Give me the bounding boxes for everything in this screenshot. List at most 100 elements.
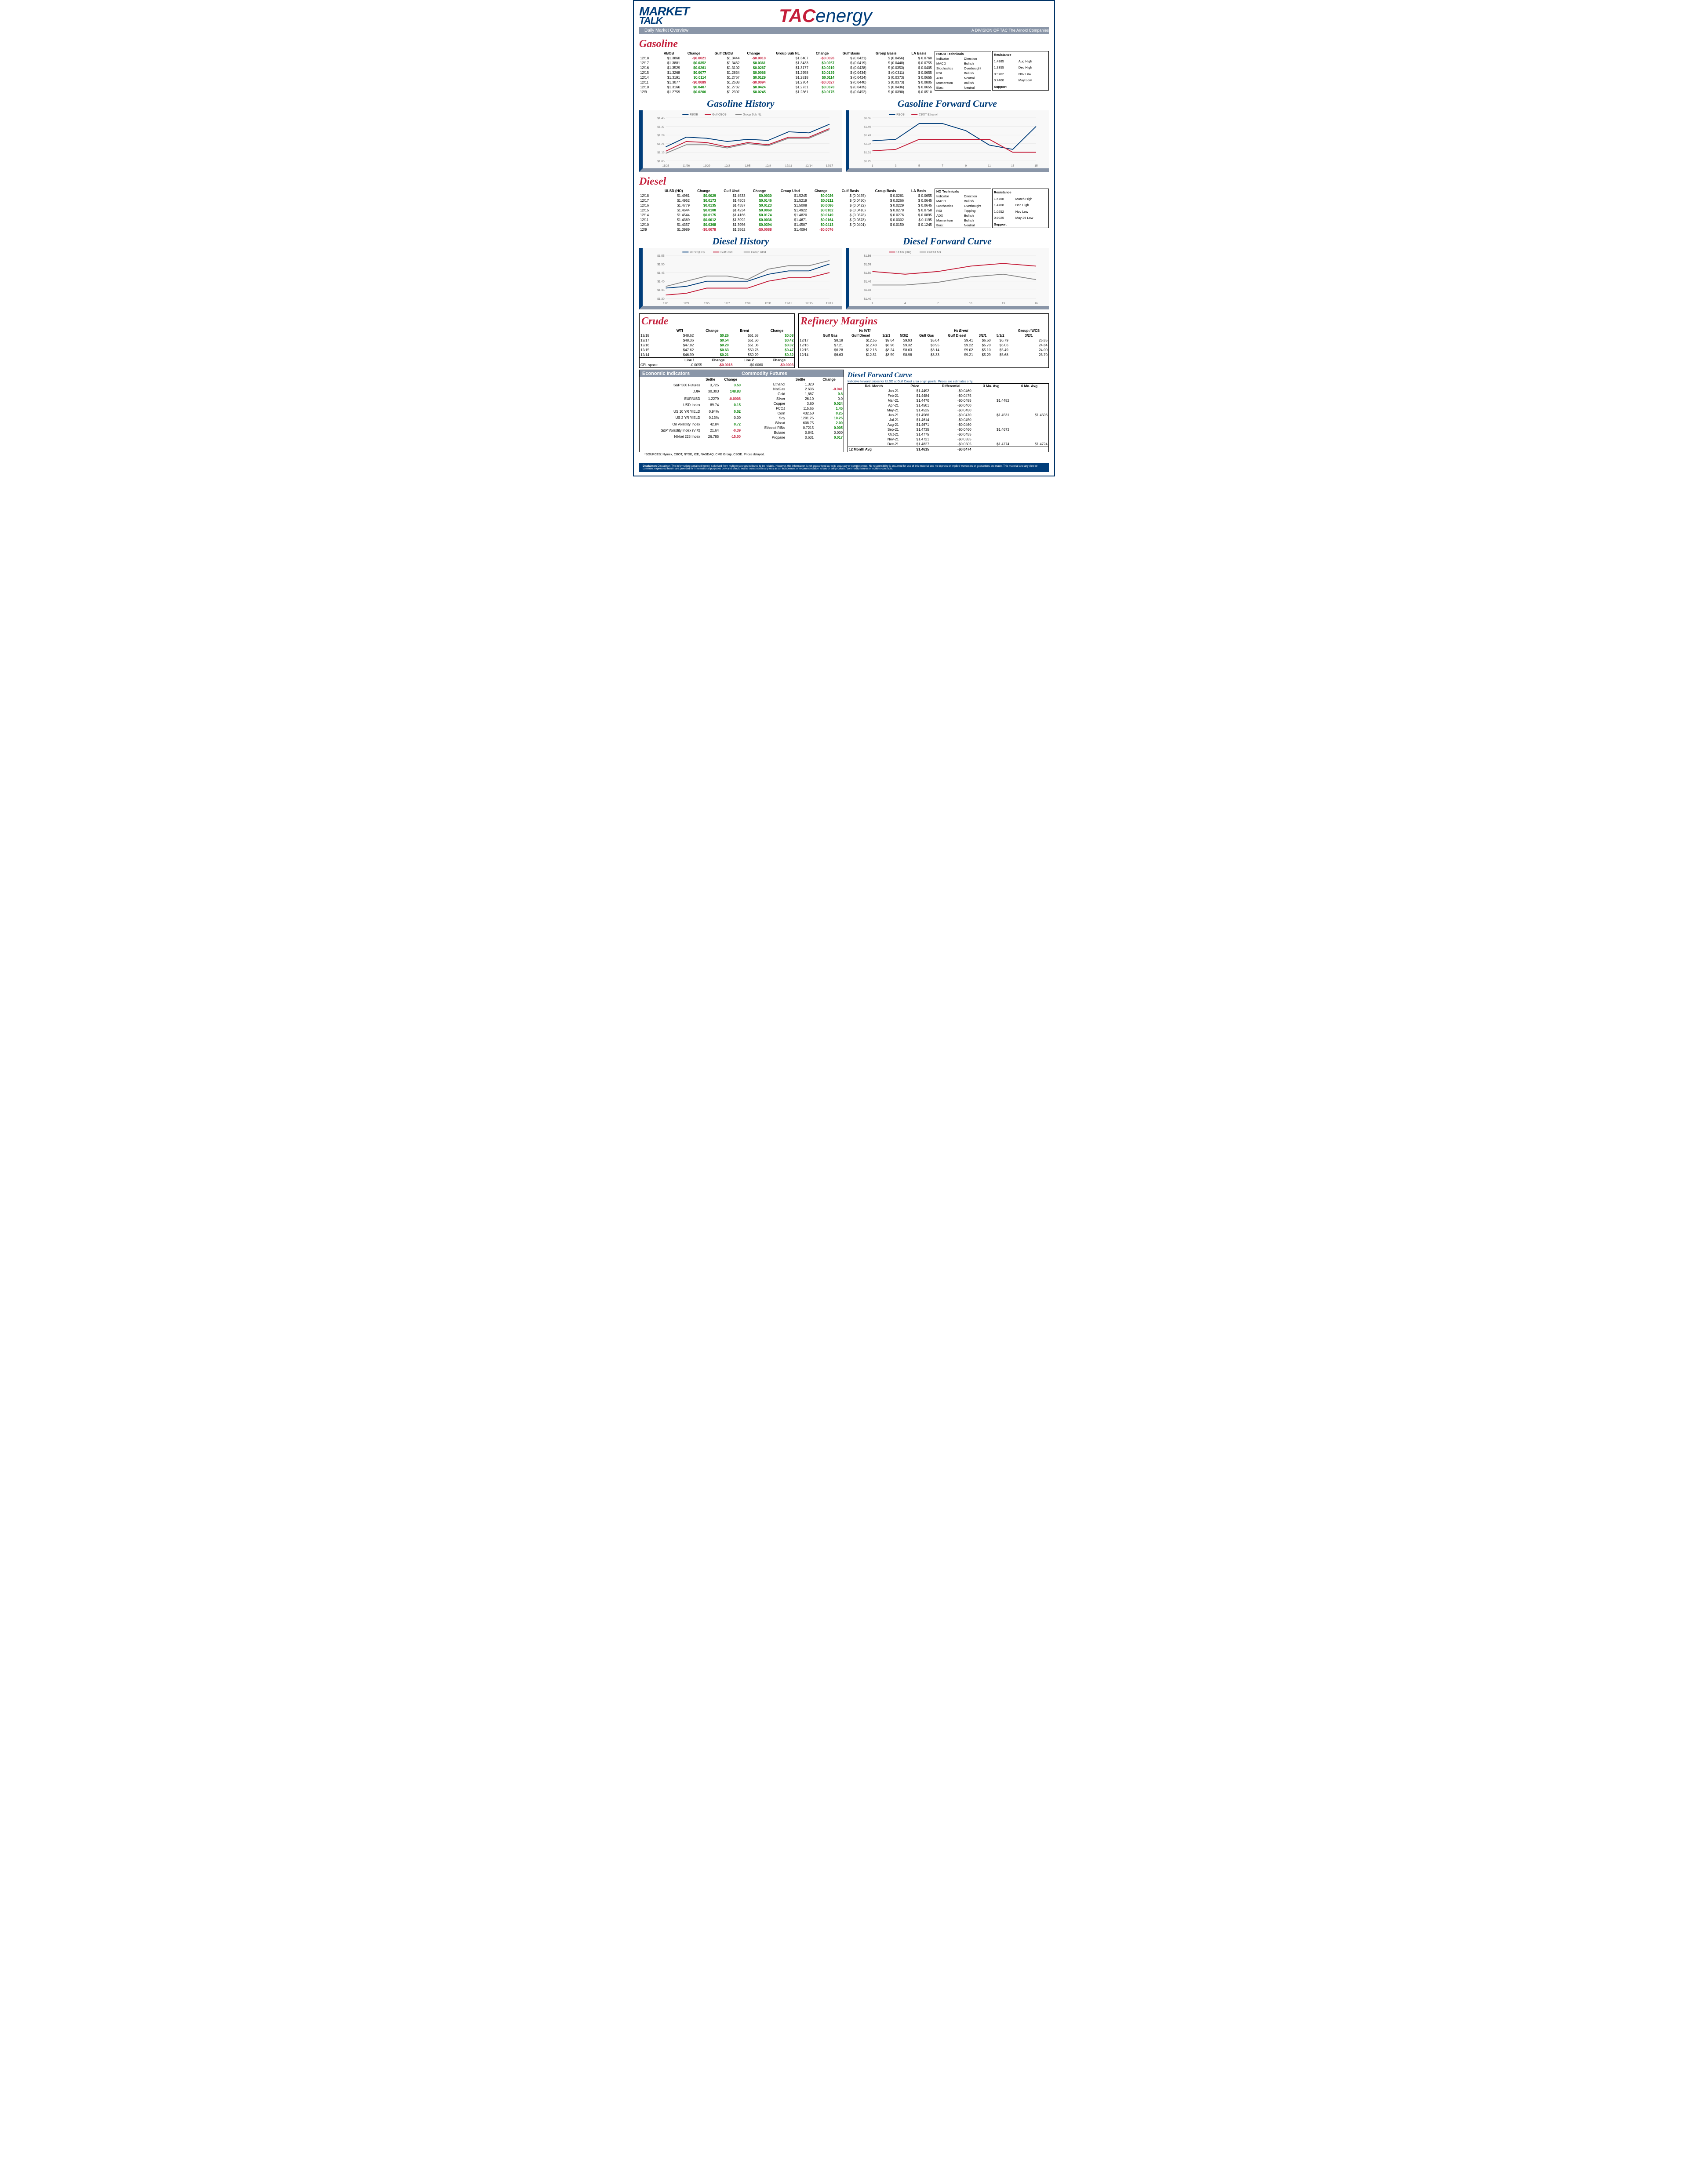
cpl-table: Line 1ChangeLine 2Change CPL space-0.005… [640, 357, 794, 367]
svg-text:7: 7 [937, 302, 939, 305]
commodity-futures-table: SettleChangeEthanol1.320NatGas2.636-0.04… [742, 377, 844, 440]
diesel-fwd-title: Diesel Forward Curve [848, 371, 1049, 379]
disclaimer: Disclaimer: Disclaimer: The information … [639, 463, 1049, 472]
svg-text:$1.29: $1.29 [657, 134, 665, 137]
table-row: 12/14$1.3191$0.0114$1.2767$0.0129$1.2818… [639, 75, 933, 80]
crude-title: Crude [640, 316, 794, 327]
table-row: 12/15$1.3268$0.0077$1.2834$0.0068$1.2958… [639, 70, 933, 75]
diesel-table: ULSD (HO)ChangeGulf UlsdChangeGroup Ulsd… [639, 189, 933, 232]
svg-text:$1.40: $1.40 [864, 298, 871, 301]
svg-text:$1.45: $1.45 [657, 117, 665, 120]
table-row: 12/10$1.4357$0.0368$1.3956$0.0394$1.4507… [639, 222, 933, 227]
table-row: 12/15$47.62$0.63$50.76$0.47 [640, 348, 794, 352]
table-row: 12/17$1.3881$0.0352$1.3462$0.0361$1.3433… [639, 61, 933, 65]
svg-text:$1.25: $1.25 [864, 160, 871, 163]
table-row: 12/11$1.3077-$0.0089$1.2638-$0.0094$1.27… [639, 80, 933, 85]
svg-text:$1.45: $1.45 [657, 272, 665, 275]
content: Gasoline RBOBChangeGulf CBOBChangeGroup … [634, 34, 1054, 460]
svg-text:13: 13 [1011, 164, 1015, 167]
svg-text:11/26: 11/26 [683, 164, 690, 167]
econ-header: Economic Indicators Commodity Futures [640, 370, 844, 377]
svg-text:Gulf ULSD: Gulf ULSD [927, 251, 941, 254]
sources: *SOURCES: Nymex, CBOT, NYSE, ICE, NASDAQ… [639, 452, 1049, 457]
margins-title: Refinery Margins [799, 316, 1048, 327]
svg-text:Group Sub NL: Group Sub NL [743, 113, 761, 116]
gasoline-tables: RBOBChangeGulf CBOBChangeGroup Sub NLCha… [639, 51, 1049, 94]
table-row: 12/10$1.3166$0.0407$1.2732$0.0424$1.2731… [639, 85, 933, 90]
table-row: 12/18$1.4981$0.0029$1.4533$0.0030$1.5245… [639, 193, 933, 198]
table-row: 12/16$47.82$0.20$51.08$0.32 [640, 343, 794, 348]
svg-text:$1.05: $1.05 [657, 160, 665, 163]
page: MARKET TALK TACenergy Daily Market Overv… [633, 0, 1055, 476]
svg-text:$1.53: $1.53 [864, 263, 871, 266]
table-row: 12/18$1.3860-$0.0021$1.3444-$0.0018$1.34… [639, 56, 933, 61]
svg-text:12/1: 12/1 [663, 302, 669, 305]
svg-text:$1.13: $1.13 [657, 151, 665, 154]
crude-table: WTIChangeBrentChange12/18$48.62$0.26$51.… [640, 328, 794, 357]
svg-text:12/17: 12/17 [826, 164, 833, 167]
gas-history-title: Gasoline History [639, 98, 842, 109]
svg-text:11/23: 11/23 [662, 164, 669, 167]
svg-text:$1.46: $1.46 [864, 280, 871, 283]
rbob-technicals: RBOB Technicals IndicatorDirection MACDB… [935, 51, 991, 91]
svg-text:12/14: 12/14 [805, 164, 813, 167]
gasoline-title: Gasoline [639, 38, 1049, 50]
svg-text:1: 1 [872, 164, 873, 167]
diesel-fwd-table: Del. MonthPriceDifferential3 Mo. Avg6 Mo… [848, 383, 1049, 452]
svg-text:12/9: 12/9 [745, 302, 750, 305]
division-text: A DIVISION OF TAC The Arnold Companies [971, 28, 1049, 33]
svg-text:10: 10 [969, 302, 972, 305]
svg-text:$1.43: $1.43 [864, 134, 871, 137]
svg-text:Group Ulsd: Group Ulsd [751, 251, 766, 254]
svg-text:Gulf Ulsd: Gulf Ulsd [720, 251, 732, 254]
svg-text:$1.56: $1.56 [864, 254, 871, 258]
diesel-fwd-subtitle: Indicitive forward prices for ULSD at Gu… [848, 380, 1049, 383]
svg-text:12/17: 12/17 [826, 302, 833, 305]
svg-text:$1.40: $1.40 [657, 280, 665, 283]
table-row: 12/18$48.62$0.26$51.58$0.08 [640, 333, 794, 338]
header: MARKET TALK TACenergy Daily Market Overv… [634, 1, 1054, 34]
svg-text:$1.49: $1.49 [864, 125, 871, 128]
gas-forward-chart: $1.25$1.31$1.37$1.43$1.49$1.551357911131… [846, 110, 1049, 172]
svg-text:4: 4 [904, 302, 906, 305]
margins-section: Refinery Margins Vs WTIVs BrentGroup / W… [798, 313, 1049, 368]
svg-text:13: 13 [1002, 302, 1005, 305]
diesel-history-chart: $1.30$1.35$1.40$1.45$1.50$1.5512/112/312… [639, 248, 842, 309]
diesel-resistance: Resistance 1.5768March High1.4708Dec Hig… [992, 189, 1049, 228]
econ-section: Economic Indicators Commodity Futures Se… [639, 370, 844, 452]
diesel-title: Diesel [639, 176, 1049, 188]
svg-text:12/7: 12/7 [724, 302, 730, 305]
svg-text:$1.21: $1.21 [657, 143, 665, 146]
gas-history-chart: $1.05 $1.13 $1.21 $1.29 $1.37 $1.45 11/23 11/26… [639, 110, 842, 172]
svg-text:12/11: 12/11 [764, 302, 771, 305]
svg-text:CBOT Ethanol: CBOT Ethanol [919, 113, 938, 116]
tech-title: RBOB Technicals [935, 51, 991, 57]
svg-text:$1.37: $1.37 [657, 125, 665, 128]
table-row: 12/14$46.99$0.21$50.29$0.32 [640, 352, 794, 357]
svg-text:$1.31: $1.31 [864, 151, 871, 154]
svg-text:11/29: 11/29 [703, 164, 710, 167]
table-row: 12/17$48.36$0.54$51.50$0.42 [640, 338, 794, 343]
svg-text:15: 15 [1034, 164, 1038, 167]
margins-table: Vs WTIVs BrentGroup / WCS Gulf GasGulf D… [799, 328, 1048, 357]
svg-text:Gulf CBOB: Gulf CBOB [712, 113, 727, 116]
svg-text:$1.30: $1.30 [657, 298, 665, 301]
svg-text:RBOB: RBOB [896, 113, 905, 116]
table-row: 12/9$1.3989-$0.0078$1.3562-$0.0088$1.409… [639, 227, 933, 232]
svg-text:ULSD (HO): ULSD (HO) [690, 251, 705, 254]
svg-text:9: 9 [965, 164, 967, 167]
svg-text:12/15: 12/15 [805, 302, 813, 305]
subtitle: Daily Market Overview [644, 28, 688, 33]
crude-section: Crude WTIChangeBrentChange12/18$48.62$0.… [639, 313, 795, 368]
svg-text:ULSD (HO): ULSD (HO) [896, 251, 911, 254]
energy-text: energy [815, 5, 872, 26]
market-talk-logo: MARKET TALK [639, 4, 689, 26]
diesel-history-title: Diesel History [639, 236, 842, 247]
svg-text:RBOB: RBOB [690, 113, 698, 116]
svg-text:12/11: 12/11 [785, 164, 792, 167]
diesel-forward-chart: $1.40$1.43$1.46$1.50$1.53$1.56147101316U… [846, 248, 1049, 309]
diesel-forward-title: Diesel Forward Curve [846, 236, 1049, 247]
svg-text:$1.55: $1.55 [864, 117, 871, 120]
econ-indicators-table: SettleChangeS&P 500 Futures3,7253.50DJIA… [640, 377, 742, 440]
svg-text:5: 5 [918, 164, 920, 167]
